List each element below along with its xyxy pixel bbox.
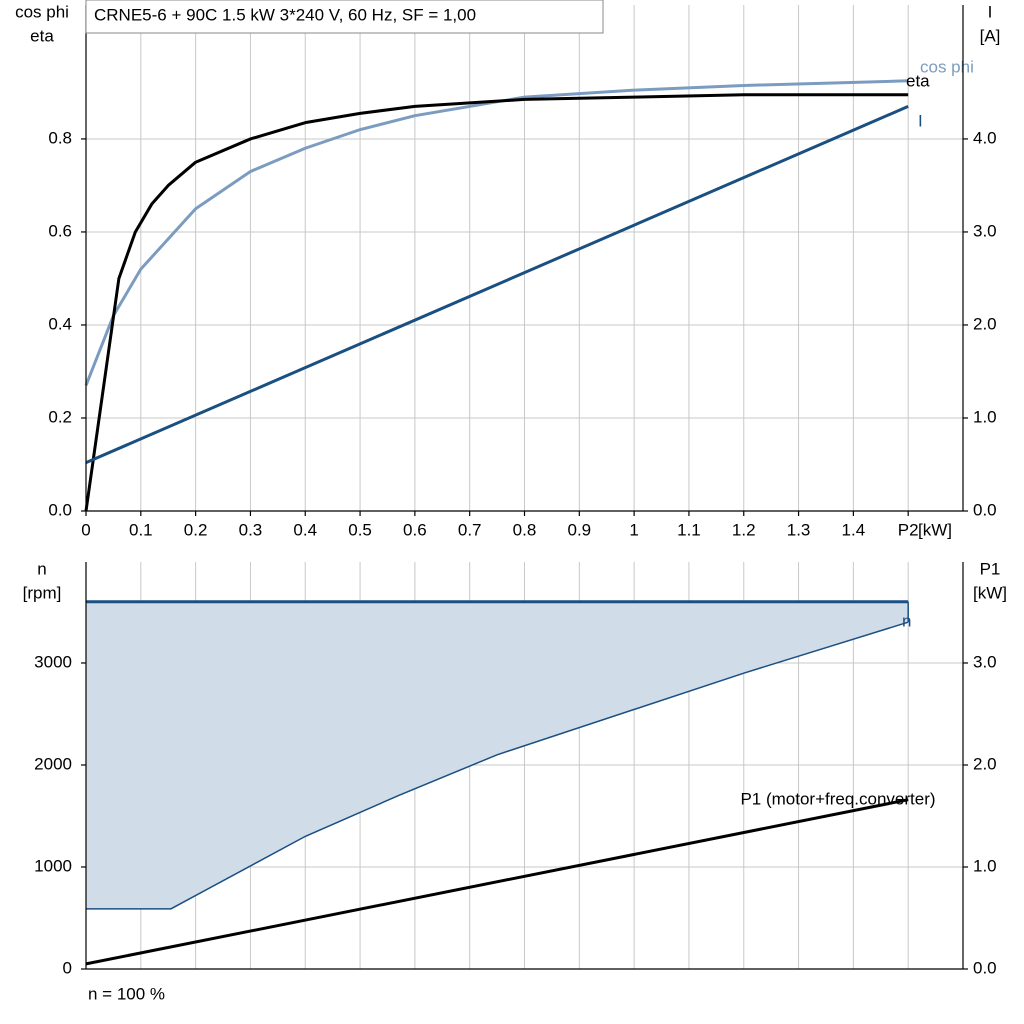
y-tick-label: 0.6 xyxy=(48,221,72,240)
x-tick-label: 1 xyxy=(629,520,638,539)
series-line xyxy=(84,79,909,386)
series-label: n xyxy=(902,611,911,630)
y-tick-label: 0.4 xyxy=(48,314,72,333)
x-tick-label: 0.4 xyxy=(293,520,317,539)
x-tick-label: 0.7 xyxy=(458,520,482,539)
series-label: cos phi xyxy=(920,57,974,76)
x-tick-label: 1.3 xyxy=(787,520,811,539)
y2-axis-label: P1 xyxy=(980,559,1001,578)
y2-tick-label: 4.0 xyxy=(973,128,997,147)
y2-tick-label: 2.0 xyxy=(973,314,997,333)
x-tick-label: 0.1 xyxy=(129,520,153,539)
series-label: eta xyxy=(906,71,930,90)
y-axis-label: [rpm] xyxy=(23,583,62,602)
y-axis-label: n xyxy=(37,559,46,578)
footnote: n = 100 % xyxy=(88,984,165,1003)
y2-axis-label: I xyxy=(988,2,993,21)
title-box xyxy=(85,0,604,34)
series-label: I xyxy=(918,111,923,130)
x-tick-label: 0.3 xyxy=(239,520,263,539)
y2-tick-label: 3.0 xyxy=(973,652,997,671)
y-tick-label: 2000 xyxy=(34,754,72,773)
y-tick-label: 0.0 xyxy=(48,500,72,519)
x-tick-label: 0.8 xyxy=(513,520,537,539)
x-tick-label: 1.2 xyxy=(732,520,756,539)
y2-tick-label: 2.0 xyxy=(973,754,997,773)
y2-tick-label: 1.0 xyxy=(973,856,997,875)
series-label: P1 (motor+freq.converter) xyxy=(740,789,935,808)
y2-axis-label: [kW] xyxy=(973,583,1007,602)
x-tick-label: 0 xyxy=(81,520,90,539)
x-axis-label: [kW] xyxy=(918,520,952,539)
x-tick-label: 0.6 xyxy=(403,520,427,539)
chart-title: CRNE5-6 + 90C 1.5 kW 3*240 V, 60 Hz, SF … xyxy=(94,5,476,24)
series-line xyxy=(85,798,909,966)
series-line xyxy=(85,105,909,465)
y-tick-label: 3000 xyxy=(34,652,72,671)
y-tick-label: 0.2 xyxy=(48,407,72,426)
y2-tick-label: 0.0 xyxy=(973,958,997,977)
x-tick-label: P2 xyxy=(898,520,919,539)
y2-tick-label: 1.0 xyxy=(973,407,997,426)
y-axis-label: eta xyxy=(30,26,54,45)
y2-tick-label: 3.0 xyxy=(973,221,997,240)
y2-tick-label: 0.0 xyxy=(973,500,997,519)
x-tick-label: 0.5 xyxy=(348,520,372,539)
x-tick-label: 0.2 xyxy=(184,520,208,539)
band-edge xyxy=(86,621,909,910)
speed-band xyxy=(86,601,909,909)
x-tick-label: 1.1 xyxy=(677,520,701,539)
y-tick-label: 0.8 xyxy=(48,128,72,147)
y-tick-label: 1000 xyxy=(34,856,72,875)
y2-axis-label: [A] xyxy=(980,26,1001,45)
series-line xyxy=(84,93,909,512)
y-axis-label: cos phi xyxy=(15,2,69,21)
x-tick-label: 1.4 xyxy=(842,520,866,539)
x-tick-label: 0.9 xyxy=(567,520,591,539)
y-tick-label: 0 xyxy=(63,958,72,977)
